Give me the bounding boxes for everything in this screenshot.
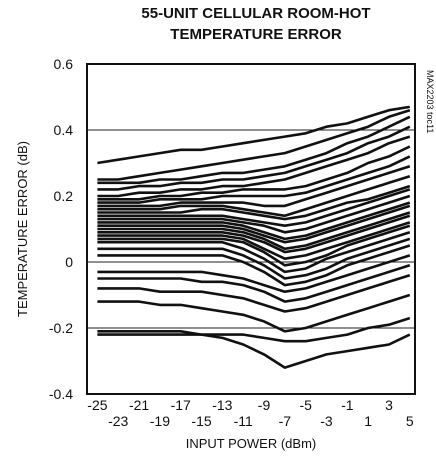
series-line-19 xyxy=(97,237,411,280)
y-tick-labels: 0.6 0.4 0.2 0 -0.2 -0.4 xyxy=(49,56,73,402)
x-tick-label-upper: 3 xyxy=(385,397,393,413)
series-line-25 xyxy=(97,329,411,369)
x-tick-label-lower: -3 xyxy=(320,413,333,429)
y-tick-label: -0.2 xyxy=(49,320,73,336)
y-tick-label: 0.6 xyxy=(54,56,74,72)
x-tick-label-lower: -7 xyxy=(279,413,292,429)
x-tick-label-upper: -21 xyxy=(129,397,149,413)
series-line-17 xyxy=(97,224,411,267)
chart-title-line1: 55-UNIT CELLULAR ROOM-HOT xyxy=(141,5,370,22)
series-lines xyxy=(97,105,411,369)
series-line-14 xyxy=(97,211,411,251)
x-tick-label-upper: -5 xyxy=(299,397,312,413)
series-line-22 xyxy=(97,264,411,303)
y-axis-label: TEMPERATURE ERROR (dB) xyxy=(15,141,30,317)
series-line-5 xyxy=(97,145,411,201)
x-tick-label-upper: -1 xyxy=(341,397,354,413)
x-tick-label-upper: -13 xyxy=(212,397,232,413)
series-line-2 xyxy=(97,115,411,185)
plot-frame xyxy=(86,63,416,395)
series-line-7 xyxy=(97,165,411,208)
series-line-26 xyxy=(97,316,411,343)
x-tick-label-upper: -25 xyxy=(87,397,107,413)
y-tick-label: 0.4 xyxy=(54,122,74,138)
series-line-18 xyxy=(97,231,411,274)
series-line-8 xyxy=(97,174,411,218)
part-number-label: MAX2203 toc11 xyxy=(425,70,435,133)
series-line-13 xyxy=(97,204,411,244)
x-tick-label-lower: -11 xyxy=(234,413,253,429)
series-line-16 xyxy=(97,221,411,261)
series-line-1 xyxy=(97,108,411,181)
x-tick-label-lower: -23 xyxy=(108,413,128,429)
series-line-15 xyxy=(97,214,411,254)
x-axis-label: INPUT POWER (dBm) xyxy=(186,436,317,451)
x-tick-label-upper: -17 xyxy=(171,397,191,413)
y-tick-label: 0 xyxy=(65,254,73,270)
x-tick-label-lower: -15 xyxy=(191,413,211,429)
series-line-24 xyxy=(97,293,411,333)
x-tick-label-lower: 1 xyxy=(364,413,372,429)
series-line-11 xyxy=(97,194,411,234)
series-line-9 xyxy=(97,184,411,221)
series-line-12 xyxy=(97,201,411,241)
x-tick-label-lower: 5 xyxy=(406,413,414,429)
series-line-23 xyxy=(97,273,411,313)
series-line-4 xyxy=(97,135,411,198)
series-line-10 xyxy=(97,188,411,227)
y-tick-label: 0.2 xyxy=(54,188,74,204)
series-line-0 xyxy=(97,105,411,165)
series-line-6 xyxy=(97,155,411,204)
series-line-21 xyxy=(97,254,411,294)
chart-title-line2: TEMPERATURE ERROR xyxy=(170,26,342,43)
x-tick-label-lower: -19 xyxy=(150,413,170,429)
y-tick-label: -0.4 xyxy=(49,386,73,402)
x-tick-labels: -25 -21 -17 -13 -9 -5 -1 3-23 -19 -15 -11 -7 -3 1 5 xyxy=(87,397,414,429)
x-tick-label-upper: -9 xyxy=(258,397,271,413)
series-line-3 xyxy=(97,125,411,191)
series-line-20 xyxy=(97,244,411,287)
